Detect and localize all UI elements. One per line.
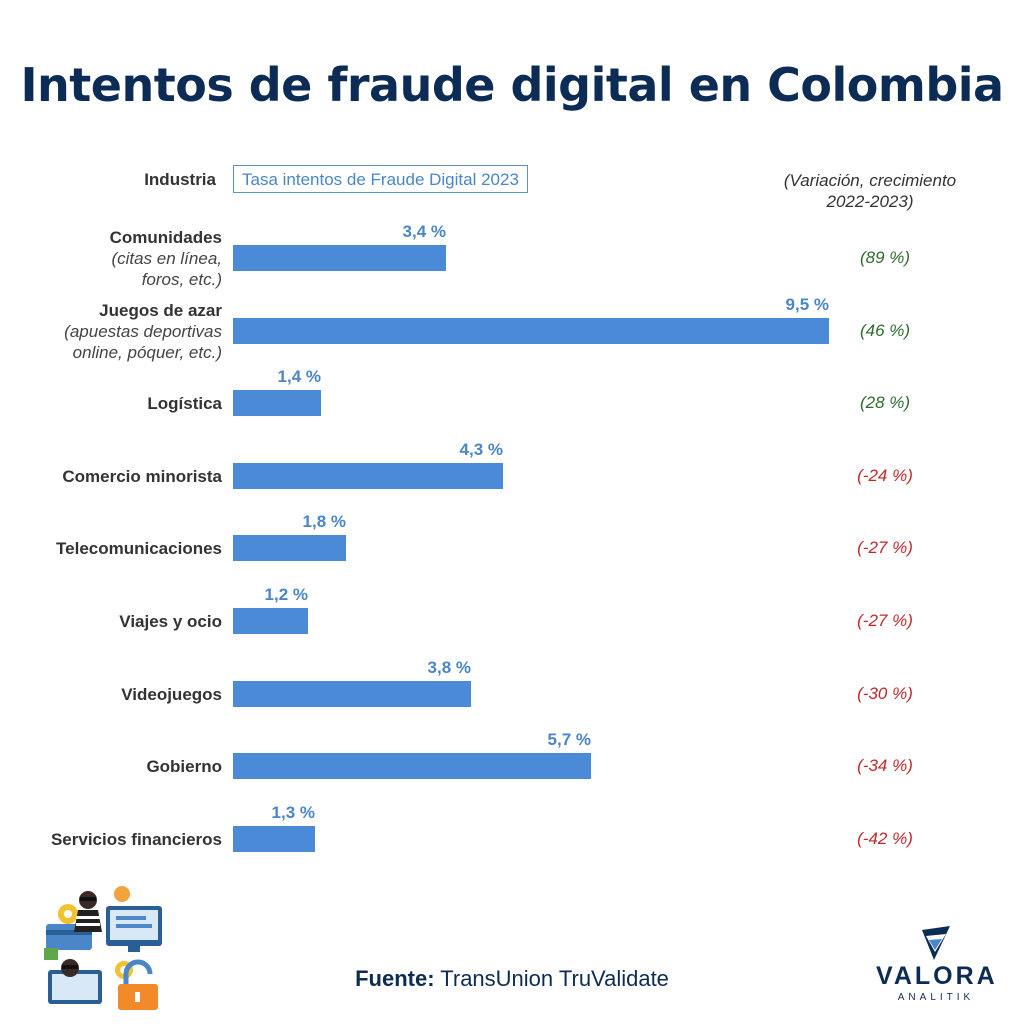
- bar: [233, 826, 315, 852]
- category-label: Viajes y ocio: [0, 611, 222, 632]
- bar: [233, 608, 308, 634]
- source-label: Fuente:: [355, 966, 435, 991]
- category-label: Telecomunicaciones: [0, 538, 222, 559]
- category-name: Comercio minorista: [62, 466, 222, 486]
- category-name: Comunidades: [109, 228, 222, 247]
- value-label: 1,4 %: [277, 367, 321, 386]
- variation-column-header: (Variación, crecimiento 2022-2023): [760, 170, 980, 212]
- variation-label: (-42 %): [857, 829, 913, 848]
- variation-label: (-24 %): [857, 466, 913, 485]
- source-value: TransUnion TruValidate: [440, 966, 669, 991]
- category-label: Comunidades (citas en línea, foros, etc.): [0, 227, 222, 290]
- category-name: Gobierno: [146, 756, 222, 776]
- bar: [233, 535, 346, 561]
- value-label: 3,8 %: [427, 658, 471, 677]
- category-subtitle: online, póquer, etc.): [72, 343, 222, 362]
- variation-label: (-34 %): [857, 756, 913, 775]
- variation-label: (-27 %): [857, 611, 913, 630]
- category-name: Viajes y ocio: [119, 611, 222, 631]
- category-subtitle: (citas en línea,: [111, 249, 222, 268]
- category-name: Juegos de azar: [99, 301, 222, 320]
- variation-label: (-30 %): [857, 684, 913, 703]
- category-name: Logística: [147, 393, 222, 413]
- category-label: Juegos de azar (apuestas deportivas online…: [0, 300, 222, 363]
- logo-subtitle: ANALITIK: [897, 992, 975, 1003]
- bar: [233, 681, 471, 707]
- value-label: 3,4 %: [402, 222, 446, 241]
- category-subtitle: foros, etc.): [141, 270, 222, 289]
- category-name: Servicios financieros: [50, 829, 222, 849]
- value-label: 1,3 %: [271, 803, 315, 822]
- value-label: 5,7 %: [547, 730, 591, 749]
- bar: [233, 245, 446, 271]
- source-footer: Fuente: TransUnion TruValidate: [0, 966, 1024, 992]
- bar: [233, 318, 829, 344]
- bar: [233, 390, 321, 416]
- category-subtitle: (apuestas deportivas: [64, 322, 222, 341]
- valora-logo: VALORA ANALITIK: [876, 926, 996, 1006]
- category-label: Logística: [0, 393, 222, 414]
- variation-label: (46 %): [859, 321, 911, 340]
- bar: [233, 753, 591, 779]
- value-label: 4,3 %: [459, 440, 503, 459]
- variation-label: (89 %): [859, 248, 911, 267]
- bar: [233, 463, 503, 489]
- variation-header-line2: 2022-2023): [826, 192, 914, 211]
- cyber-fraud-illustration: [40, 884, 170, 1012]
- category-label: Videojuegos: [0, 684, 222, 705]
- rate-legend-box: Tasa intentos de Fraude Digital 2023: [233, 165, 528, 193]
- variation-label: (28 %): [859, 393, 911, 412]
- category-label: Servicios financieros: [0, 829, 222, 850]
- variation-header-line1: (Variación, crecimiento: [783, 171, 957, 190]
- category-name: Videojuegos: [121, 684, 222, 704]
- category-label: Gobierno: [0, 756, 222, 777]
- value-label: 1,8 %: [302, 512, 346, 531]
- category-label: Comercio minorista: [0, 466, 222, 487]
- category-name: Telecomunicaciones: [56, 538, 222, 558]
- variation-label: (-27 %): [857, 538, 913, 557]
- value-label: 1,2 %: [264, 585, 308, 604]
- page-title: Intentos de fraude digital en Colombia: [20, 58, 1004, 112]
- logo-mark-icon: [922, 926, 950, 960]
- industry-column-header: Industria: [144, 170, 216, 189]
- logo-wordmark: VALORA: [876, 962, 998, 990]
- value-label: 9,5 %: [785, 295, 829, 314]
